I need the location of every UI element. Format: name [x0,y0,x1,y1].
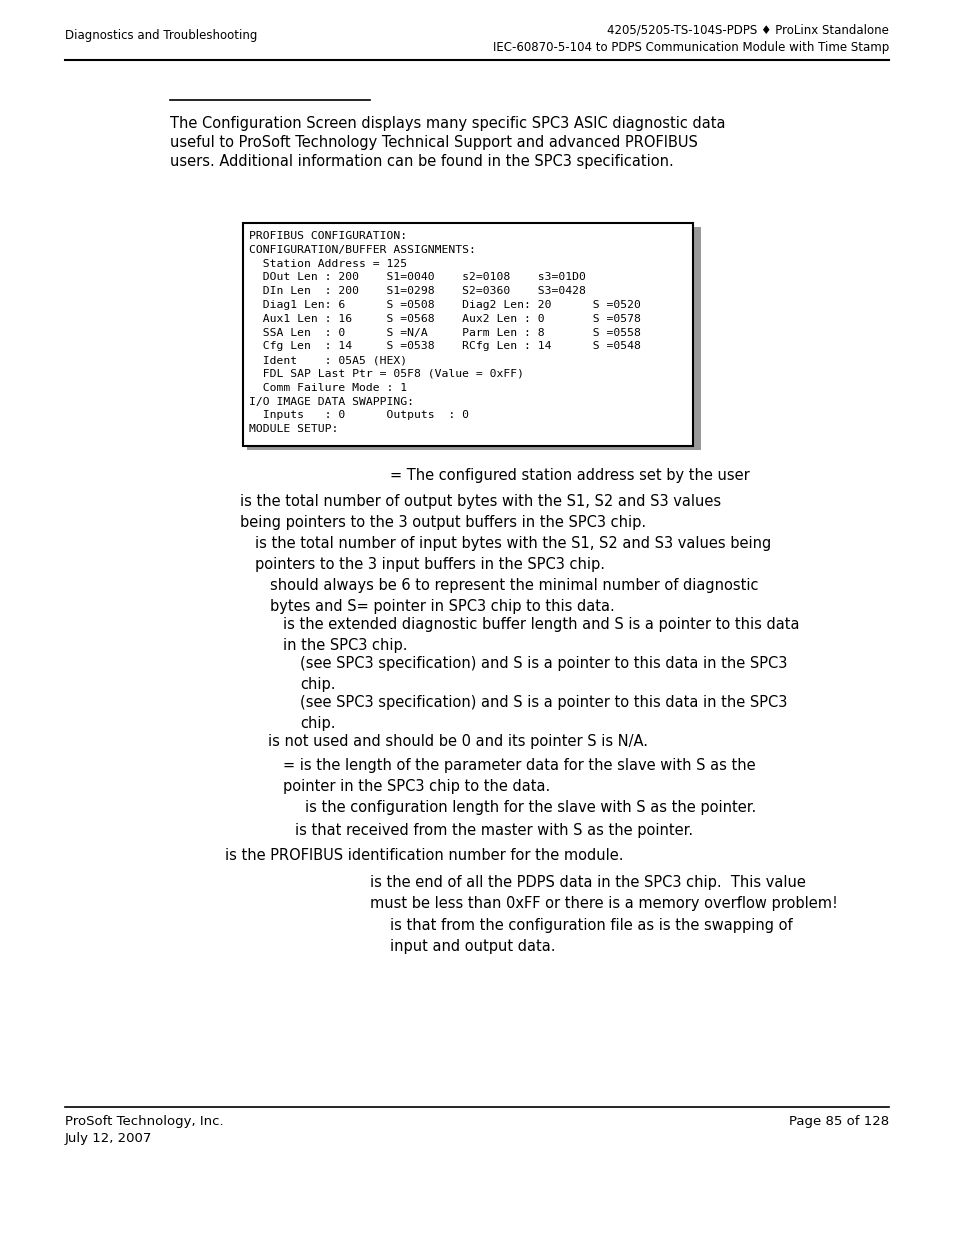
Text: Station Address = 125: Station Address = 125 [249,258,407,268]
Text: Diag1 Len: 6      S =0508    Diag2 Len: 20      S =0520: Diag1 Len: 6 S =0508 Diag2 Len: 20 S =05… [249,300,640,310]
Text: useful to ProSoft Technology Technical Support and advanced PROFIBUS: useful to ProSoft Technology Technical S… [170,135,698,149]
Text: Page 85 of 128: Page 85 of 128 [788,1115,888,1128]
Text: = is the length of the parameter data for the slave with S as the
pointer in the: = is the length of the parameter data fo… [283,758,755,794]
Text: FDL SAP Last Ptr = 05F8 (Value = 0xFF): FDL SAP Last Ptr = 05F8 (Value = 0xFF) [249,369,523,379]
Text: IEC-60870-5-104 to PDPS Communication Module with Time Stamp: IEC-60870-5-104 to PDPS Communication Mo… [493,41,888,53]
Text: I/O IMAGE DATA SWAPPING:: I/O IMAGE DATA SWAPPING: [249,396,414,406]
Text: PROFIBUS CONFIGURATION:: PROFIBUS CONFIGURATION: [249,231,407,241]
Text: ProSoft Technology, Inc.: ProSoft Technology, Inc. [65,1115,223,1128]
Text: = The configured station address set by the user: = The configured station address set by … [390,468,749,483]
Text: is the configuration length for the slave with S as the pointer.: is the configuration length for the slav… [305,800,756,815]
Text: SSA Len  : 0      S =N/A     Parm Len : 8       S =0558: SSA Len : 0 S =N/A Parm Len : 8 S =0558 [249,327,640,337]
Text: MODULE SETUP:: MODULE SETUP: [249,424,338,435]
Text: CONFIGURATION/BUFFER ASSIGNMENTS:: CONFIGURATION/BUFFER ASSIGNMENTS: [249,245,476,254]
Text: The Configuration Screen displays many specific SPC3 ASIC diagnostic data: The Configuration Screen displays many s… [170,116,724,131]
Text: (see SPC3 specification) and S is a pointer to this data in the SPC3
chip.: (see SPC3 specification) and S is a poin… [299,695,786,731]
Text: is the total number of input bytes with the S1, S2 and S3 values being
pointers : is the total number of input bytes with … [254,536,770,572]
Text: is the total number of output bytes with the S1, S2 and S3 values
being pointers: is the total number of output bytes with… [240,494,720,530]
Text: is the extended diagnostic buffer length and S is a pointer to this data
in the : is the extended diagnostic buffer length… [283,618,799,653]
Text: is that received from the master with S as the pointer.: is that received from the master with S … [294,823,693,839]
Text: Inputs   : 0      Outputs  : 0: Inputs : 0 Outputs : 0 [249,410,469,420]
Text: July 12, 2007: July 12, 2007 [65,1132,152,1145]
Text: users. Additional information can be found in the SPC3 specification.: users. Additional information can be fou… [170,154,673,169]
Text: is not used and should be 0 and its pointer S is N/A.: is not used and should be 0 and its poin… [268,734,647,748]
Text: is that from the configuration file as is the swapping of
input and output data.: is that from the configuration file as i… [390,918,792,953]
Text: DIn Len  : 200    S1=0298    S2=0360    S3=0428: DIn Len : 200 S1=0298 S2=0360 S3=0428 [249,287,585,296]
Text: Cfg Len  : 14     S =0538    RCfg Len : 14      S =0548: Cfg Len : 14 S =0538 RCfg Len : 14 S =05… [249,341,640,352]
Text: (see SPC3 specification) and S is a pointer to this data in the SPC3
chip.: (see SPC3 specification) and S is a poin… [299,656,786,692]
Text: DOut Len : 200    S1=0040    s2=0108    s3=01D0: DOut Len : 200 S1=0040 s2=0108 s3=01D0 [249,273,585,283]
Bar [247,227,700,450]
Bar [243,224,692,446]
Text: Diagnostics and Troubleshooting: Diagnostics and Troubleshooting [65,28,257,42]
Text: should always be 6 to represent the minimal number of diagnostic
bytes and S= po: should always be 6 to represent the mini… [270,578,758,614]
Text: is the end of all the PDPS data in the SPC3 chip.  This value
must be less than : is the end of all the PDPS data in the S… [370,876,837,911]
Text: Aux1 Len : 16     S =0568    Aux2 Len : 0       S =0578: Aux1 Len : 16 S =0568 Aux2 Len : 0 S =05… [249,314,640,324]
Text: Comm Failure Mode : 1: Comm Failure Mode : 1 [249,383,407,393]
Text: Ident    : 05A5 (HEX): Ident : 05A5 (HEX) [249,356,407,366]
Text: 4205/5205-TS-104S-PDPS ♦ ProLinx Standalone: 4205/5205-TS-104S-PDPS ♦ ProLinx Standal… [606,23,888,37]
Text: is the PROFIBUS identification number for the module.: is the PROFIBUS identification number fo… [225,848,623,863]
